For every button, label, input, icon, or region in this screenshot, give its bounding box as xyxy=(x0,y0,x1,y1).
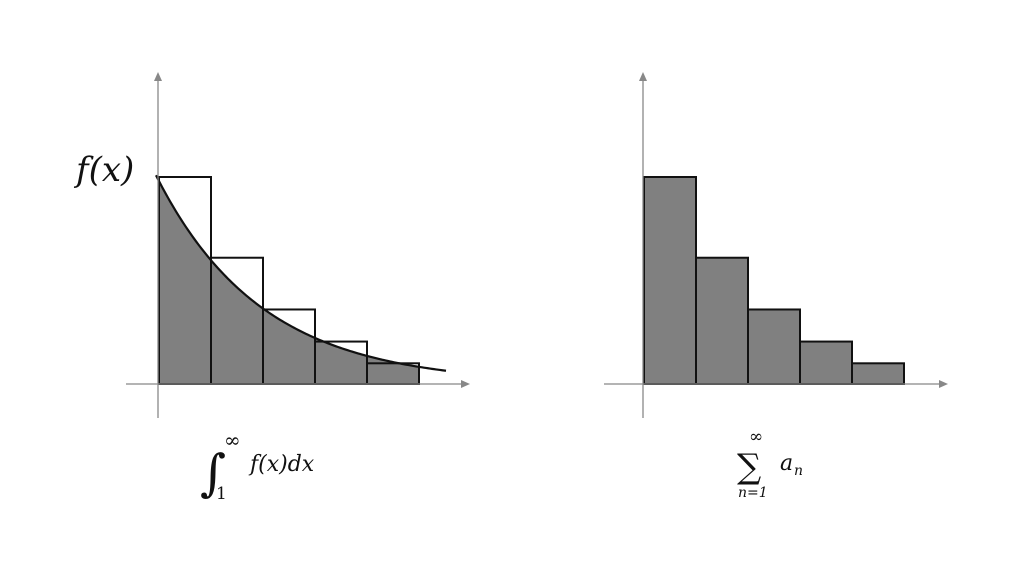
integral-lower-limit: 1 xyxy=(216,484,227,504)
right-sequence-bar xyxy=(799,340,853,386)
integral-upper-limit: ∞ xyxy=(224,428,241,452)
left-x-axis-arrow xyxy=(461,380,470,388)
right-sequence-bar xyxy=(851,362,905,385)
right-sequence-bar xyxy=(695,256,749,386)
right-panel: ∞ ∑ n=1 a n xyxy=(604,72,948,501)
right-sequence-bar xyxy=(643,176,697,385)
right-x-axis-arrow xyxy=(939,380,948,388)
function-label: f(x) xyxy=(73,150,134,190)
sum-term: a xyxy=(780,451,793,476)
integrand: f(x)dx xyxy=(248,452,315,477)
left-panel: f(x) ∫ ∞ 1 f(x)dx xyxy=(73,72,470,504)
sum-sign: ∑ xyxy=(737,447,761,487)
left-bar-group xyxy=(158,176,420,386)
function-curve xyxy=(155,174,447,372)
right-bar-group xyxy=(643,176,905,386)
right-y-axis-arrow xyxy=(639,72,647,81)
sum-lower-limit: n=1 xyxy=(738,485,768,501)
right-sequence-bar xyxy=(747,308,801,386)
left-y-axis-arrow xyxy=(154,72,162,81)
sum-upper-limit: ∞ xyxy=(749,427,763,447)
integral-sign: ∫ xyxy=(200,444,226,502)
area-under-curve xyxy=(159,181,419,384)
sum-term-subscript: n xyxy=(794,463,803,479)
integral-expression: ∫ ∞ 1 f(x)dx xyxy=(200,428,315,504)
sum-expression: ∞ ∑ n=1 a n xyxy=(737,427,803,501)
